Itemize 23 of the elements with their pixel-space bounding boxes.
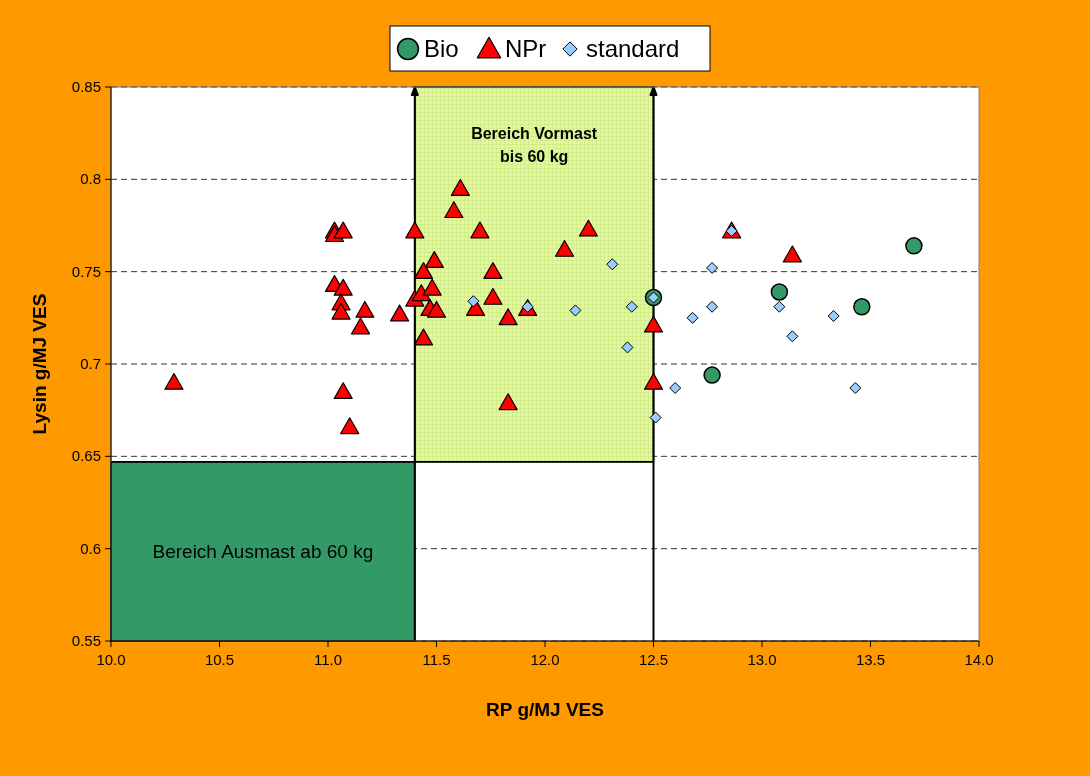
x-tick-label: 11.0 bbox=[313, 651, 343, 668]
x-tick-label: 13.5 bbox=[855, 651, 886, 668]
x-tick-label: 14.0 bbox=[964, 651, 994, 668]
legend-label: standard bbox=[586, 35, 680, 62]
y-tick-label: 0.6 bbox=[80, 539, 101, 557]
y-axis-title: Lysin g/MJ VES bbox=[29, 293, 50, 435]
x-tick-label: 12.0 bbox=[530, 651, 560, 668]
y-tick-label: 0.75 bbox=[71, 262, 101, 280]
x-tick-label: 10.5 bbox=[204, 651, 235, 668]
x-tick-label: 12.5 bbox=[638, 651, 669, 668]
band-label: Bereich Ausmast ab 60 kg bbox=[152, 541, 374, 563]
x-tick-label: 10.0 bbox=[96, 651, 126, 668]
x-tick-label: 11.5 bbox=[422, 651, 451, 668]
x-tick-label: 13.0 bbox=[747, 651, 777, 668]
band-label: Bereich Vormast bis 60 kg bbox=[471, 125, 598, 165]
y-tick-label: 0.8 bbox=[80, 170, 101, 188]
y-tick-label: 0.85 bbox=[71, 78, 101, 95]
legend-label: Bio bbox=[424, 35, 459, 62]
y-tick-label: 0.65 bbox=[71, 447, 101, 465]
x-axis-title: RP g/MJ VES bbox=[486, 699, 604, 720]
y-tick-label: 0.7 bbox=[80, 355, 101, 372]
y-tick-label: 0.55 bbox=[71, 632, 101, 649]
legend-label: NPr bbox=[505, 35, 547, 62]
